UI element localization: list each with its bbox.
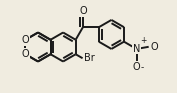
Text: O: O: [22, 35, 29, 45]
Text: O: O: [22, 49, 29, 59]
Text: Br: Br: [84, 53, 95, 63]
Text: O: O: [79, 6, 87, 16]
Text: O: O: [133, 62, 140, 72]
Text: N: N: [133, 44, 140, 54]
Text: -: -: [141, 63, 144, 72]
Text: O: O: [150, 42, 158, 52]
Text: +: +: [140, 36, 146, 45]
